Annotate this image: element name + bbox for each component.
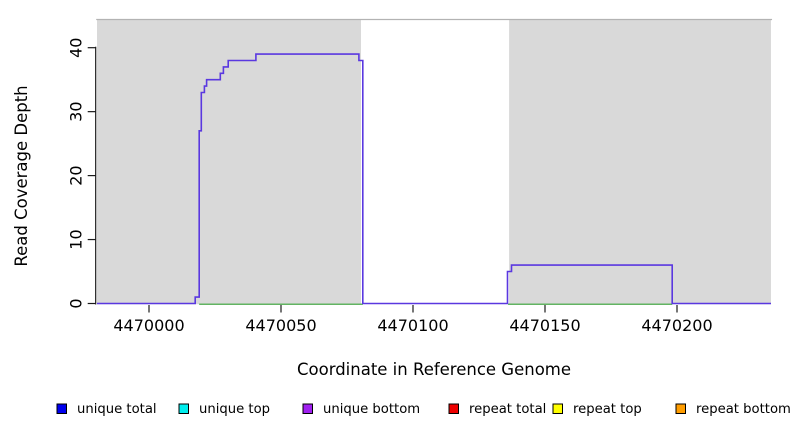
legend-item: unique total (56, 402, 157, 417)
legend-item: repeat top (552, 402, 642, 417)
y-tick-label: 0 (67, 298, 86, 308)
legend-label: unique bottom (323, 402, 420, 417)
legend-swatch (675, 403, 686, 414)
legend-swatch (178, 403, 189, 414)
y-tick-label: 10 (67, 229, 86, 249)
x-axis-title: Coordinate in Reference Genome (297, 360, 571, 379)
legend-item: repeat total (448, 402, 546, 417)
y-axis-title: Read Coverage Depth (12, 85, 31, 266)
axes-layer: 0 10 20 30 40 4470000 4470050 4470100 4470150 447… (67, 38, 713, 335)
y-tick-label: 40 (67, 38, 86, 58)
legend-swatch (302, 403, 313, 414)
legend-label: unique total (77, 402, 157, 417)
legend-label: repeat total (469, 402, 546, 417)
covered-regions-layer (96, 18, 773, 305)
y-tick-label: 30 (67, 101, 86, 121)
series-layer (97, 53, 771, 306)
legend-label: unique top (199, 402, 270, 417)
x-tick-label: 4470100 (377, 316, 448, 335)
y-tick-label: 20 (67, 165, 86, 185)
legend: unique total unique top unique bottom repea… (56, 402, 791, 417)
legend-label: repeat bottom (696, 402, 791, 417)
legend-swatch (448, 403, 459, 414)
legend-item: repeat bottom (675, 402, 791, 417)
x-tick-label: 4470150 (509, 316, 580, 335)
x-tick-label: 4470000 (113, 316, 184, 335)
x-tick-label: 4470200 (641, 316, 712, 335)
covered-region (509, 20, 771, 305)
legend-swatch (56, 403, 67, 414)
legend-item: unique bottom (302, 402, 420, 417)
legend-swatch (552, 403, 563, 414)
legend-label: repeat top (573, 402, 642, 417)
x-tick-label: 4470050 (245, 316, 316, 335)
legend-item: unique top (178, 402, 270, 417)
coverage-curve (97, 53, 771, 305)
